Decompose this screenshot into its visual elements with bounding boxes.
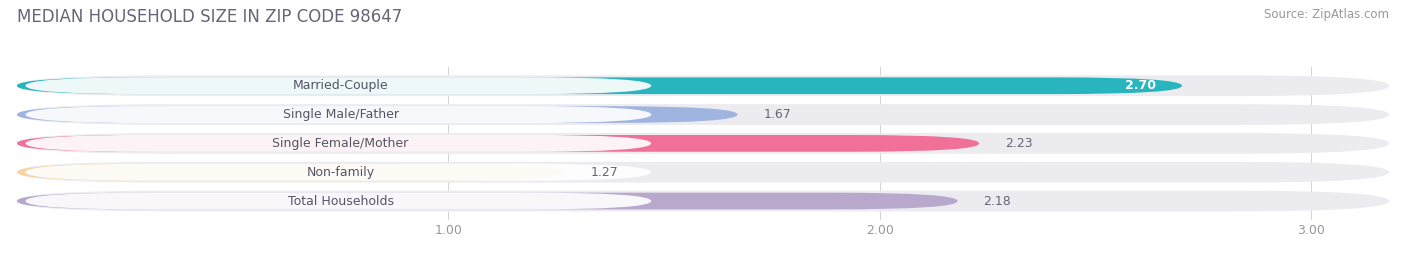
FancyBboxPatch shape [17, 191, 1389, 211]
Text: Single Female/Mother: Single Female/Mother [273, 137, 409, 150]
Text: 2.18: 2.18 [983, 195, 1011, 207]
Text: 1.27: 1.27 [591, 166, 619, 179]
FancyBboxPatch shape [25, 164, 651, 181]
FancyBboxPatch shape [17, 135, 979, 152]
FancyBboxPatch shape [25, 135, 651, 152]
FancyBboxPatch shape [17, 75, 1389, 96]
FancyBboxPatch shape [17, 164, 565, 181]
Text: Non-family: Non-family [307, 166, 374, 179]
FancyBboxPatch shape [17, 106, 738, 123]
FancyBboxPatch shape [17, 133, 1389, 154]
Text: 2.70: 2.70 [1125, 79, 1156, 92]
Text: Single Male/Father: Single Male/Father [283, 108, 398, 121]
Text: Married-Couple: Married-Couple [292, 79, 388, 92]
Text: Source: ZipAtlas.com: Source: ZipAtlas.com [1264, 8, 1389, 21]
Text: MEDIAN HOUSEHOLD SIZE IN ZIP CODE 98647: MEDIAN HOUSEHOLD SIZE IN ZIP CODE 98647 [17, 8, 402, 26]
FancyBboxPatch shape [17, 193, 957, 209]
FancyBboxPatch shape [25, 192, 651, 210]
Text: Total Households: Total Households [287, 195, 394, 207]
FancyBboxPatch shape [17, 77, 1182, 94]
FancyBboxPatch shape [17, 104, 1389, 125]
FancyBboxPatch shape [17, 162, 1389, 183]
FancyBboxPatch shape [25, 106, 651, 123]
FancyBboxPatch shape [25, 77, 651, 94]
Text: 1.67: 1.67 [763, 108, 792, 121]
Text: 2.23: 2.23 [1005, 137, 1032, 150]
